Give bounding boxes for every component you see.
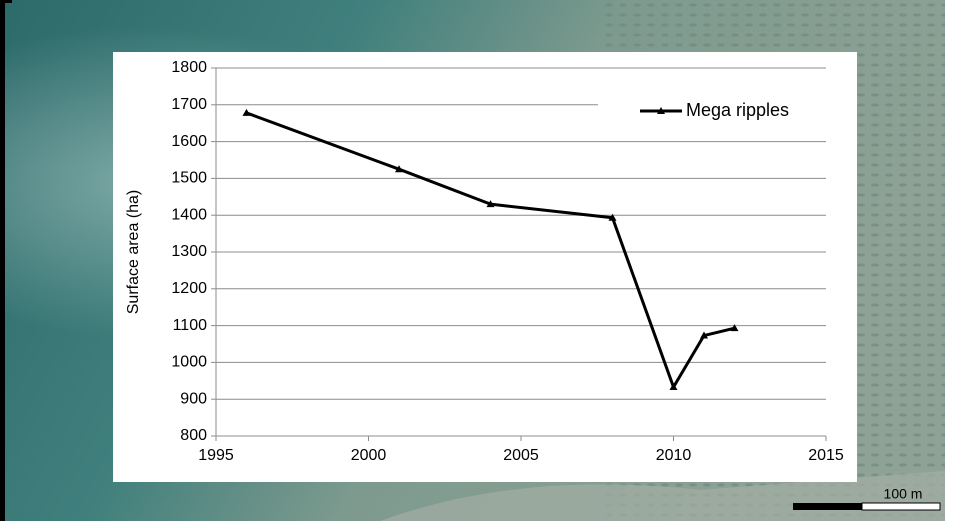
y-tick-label: 1500 — [171, 170, 207, 187]
y-tick-label: 1300 — [171, 243, 207, 260]
y-tick-label: 800 — [180, 427, 207, 444]
data-marker — [730, 324, 739, 332]
y-tick-label: 1100 — [173, 317, 208, 334]
x-tick-label: 2005 — [503, 447, 539, 464]
y-tick-label: 1200 — [171, 280, 207, 297]
x-tick-label: 2000 — [351, 447, 387, 464]
scale-label: 100 m — [884, 486, 923, 502]
x-tick-label: 2015 — [808, 447, 844, 464]
legend-box — [598, 95, 826, 127]
data-marker — [486, 200, 495, 208]
data-marker — [669, 383, 678, 391]
x-tick-label: 2010 — [656, 447, 692, 464]
data-marker — [608, 213, 617, 221]
y-tick-label: 900 — [180, 390, 207, 407]
y-axis-label: Surface area (ha) — [125, 190, 142, 315]
y-tick-label: 1600 — [171, 133, 207, 150]
data-marker — [242, 108, 251, 116]
data-marker — [700, 331, 708, 339]
y-tick-label: 1700 — [171, 96, 207, 113]
chart: 800 900 1000 1100 1200 1300 1400 1500 1600 1700 18… — [125, 59, 844, 464]
data-marker — [395, 165, 403, 173]
y-tick-label: 1800 — [171, 59, 207, 76]
legend-label: Mega ripples — [686, 100, 789, 120]
y-tick-label: 1400 — [171, 206, 207, 223]
scale-bar: 100 m — [793, 486, 941, 511]
legend-marker — [657, 107, 665, 114]
x-tick-label: 1995 — [198, 447, 234, 464]
y-tick-label: 1000 — [171, 354, 207, 371]
